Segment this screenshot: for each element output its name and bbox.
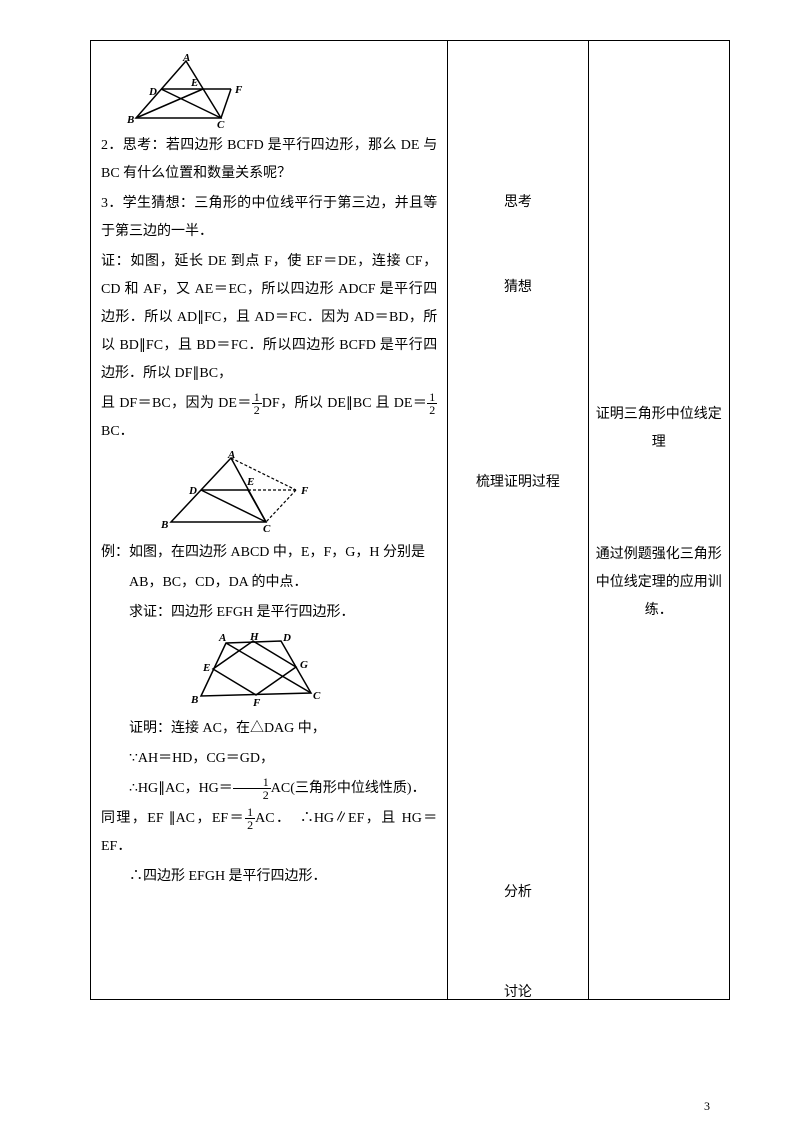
frac-den: 2: [245, 819, 255, 831]
activity-discuss: 讨论: [448, 981, 587, 1001]
proof-2a: 且 DF＝BC，因为 DE＝: [101, 396, 252, 411]
content-column: A D E F B C 2．思考：若四边形 BCFD 是平行四边形，那么 DE …: [91, 41, 448, 999]
lesson-table: A D E F B C 2．思考：若四边形 BCFD 是平行四边形，那么 DE …: [90, 40, 730, 1000]
label-H: H: [249, 631, 259, 643]
label-F: F: [252, 697, 261, 709]
proof2-line3: ∴HG∥AC，HG＝12AC(三角形中位线性质)．: [101, 775, 437, 803]
page-number: 3: [704, 1099, 710, 1114]
frac-den: 2: [233, 789, 271, 801]
label-E: E: [190, 77, 198, 89]
fraction-half-4: 12: [245, 806, 255, 831]
example-line3: 求证：四边形 EFGH 是平行四边形．: [101, 599, 437, 627]
diagram-1: A D E F B C: [121, 53, 437, 128]
label-D: D: [148, 86, 157, 98]
label-G: G: [300, 659, 308, 671]
diagram-3: A H D E G B F C: [181, 631, 437, 711]
label-C: C: [313, 690, 321, 702]
proof-2b: DF，所以 DE∥BC 且 DE＝: [262, 396, 428, 411]
question-2: 2．思考：若四边形 BCFD 是平行四边形，那么 DE 与 BC 有什么位置和数…: [101, 132, 437, 188]
fraction-half-1: 12: [252, 391, 262, 416]
label-F: F: [234, 84, 243, 96]
design-intent-column: 证明三角形中位线定理 通过例题强化三角形中位线定理的应用训练．: [589, 41, 729, 999]
intent-1: 证明三角形中位线定理: [589, 401, 729, 457]
fraction-half-3: 12: [233, 776, 271, 801]
label-F: F: [300, 485, 309, 497]
frac-den: 2: [427, 404, 437, 416]
activity-guess: 猜想: [448, 276, 587, 296]
proof2-line4: 同理，EF ∥AC，EF＝12AC． ∴HG∥EF，且 HG＝EF．: [101, 805, 437, 861]
label-A: A: [182, 53, 190, 64]
diagram-2: A D E F B C: [151, 450, 437, 535]
label-C: C: [263, 523, 271, 535]
label-B: B: [160, 519, 168, 531]
pr3b: AC(三角形中位线性质)．: [271, 781, 426, 796]
example-line2: AB，BC，CD，DA 的中点．: [101, 569, 437, 597]
pr4a: 同理，EF ∥AC，EF＝: [101, 811, 245, 826]
frac-den: 2: [252, 404, 262, 416]
intent-2: 通过例题强化三角形中位线定理的应用训练．: [589, 541, 729, 625]
proof2-line5: ∴四边形 EFGH 是平行四边形．: [101, 863, 437, 891]
label-C: C: [217, 119, 225, 128]
pr3a: ∴HG∥AC，HG＝: [129, 781, 233, 796]
label-B: B: [190, 694, 198, 706]
label-A: A: [227, 450, 235, 461]
proof2-line1: 证明：连接 AC，在△DAG 中，: [101, 715, 437, 743]
student-activity-column: 思考 猜想 梳理证明过程 分析 讨论: [448, 41, 588, 999]
proof-2c: BC．: [101, 424, 134, 439]
proof-part1: 证：如图，延长 DE 到点 F，使 EF＝DE，连接 CF，CD 和 AF，又 …: [101, 248, 437, 388]
label-E: E: [246, 476, 254, 488]
label-E: E: [202, 662, 210, 674]
proof-part2: 且 DF＝BC，因为 DE＝12DF，所以 DE∥BC 且 DE＝12BC．: [101, 390, 437, 446]
label-A: A: [218, 632, 226, 644]
fraction-half-2: 12: [427, 391, 437, 416]
label-D: D: [282, 632, 291, 644]
activity-think: 思考: [448, 191, 587, 211]
proof2-line2: ∵AH＝HD，CG＝GD，: [101, 745, 437, 773]
activity-organize: 梳理证明过程: [448, 471, 587, 491]
question-3: 3．学生猜想：三角形的中位线平行于第三边，并且等于第三边的一半．: [101, 190, 437, 246]
label-D: D: [188, 485, 197, 497]
label-B: B: [126, 114, 134, 126]
example-line1: 例：如图，在四边形 ABCD 中，E，F，G，H 分别是: [101, 539, 437, 567]
activity-analyze: 分析: [448, 881, 587, 901]
